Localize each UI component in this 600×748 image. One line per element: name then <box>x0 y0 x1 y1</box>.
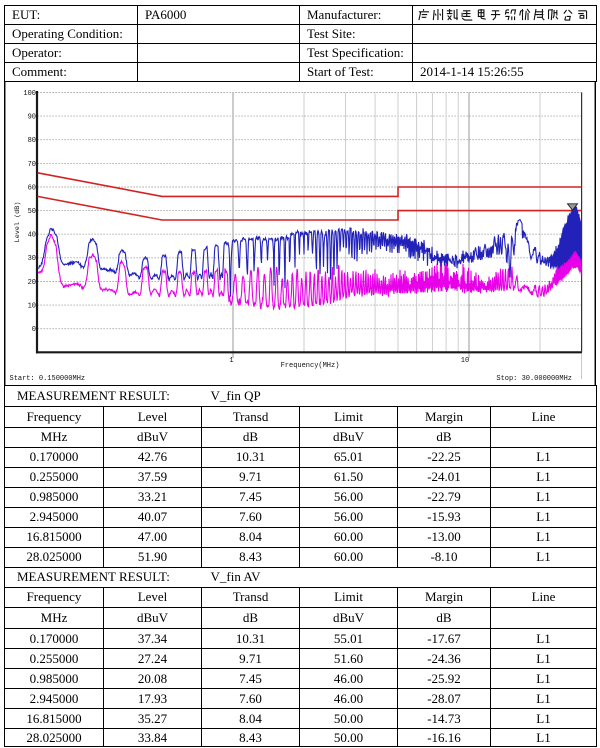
svg-text:90: 90 <box>28 114 36 122</box>
svg-text:1: 1 <box>229 357 233 365</box>
svg-text:0: 0 <box>32 326 36 334</box>
svg-text:60: 60 <box>28 184 36 192</box>
svg-text:Start: 0.150000MHz: Start: 0.150000MHz <box>10 375 86 383</box>
svg-text:10: 10 <box>461 357 469 365</box>
svg-text:80: 80 <box>28 137 36 145</box>
svg-text:10: 10 <box>28 303 36 311</box>
svg-text:30: 30 <box>28 255 36 263</box>
svg-text:Stop: 30.000000MHz: Stop: 30.000000MHz <box>496 375 572 383</box>
svg-text:Frequency(MHz): Frequency(MHz) <box>281 362 340 370</box>
svg-text:70: 70 <box>28 161 36 169</box>
svg-text:100: 100 <box>23 90 36 98</box>
svg-text:20: 20 <box>28 279 36 287</box>
svg-text:50: 50 <box>28 208 36 216</box>
svg-text:40: 40 <box>28 232 36 240</box>
svg-text:Level (dB): Level (dB) <box>14 202 22 243</box>
